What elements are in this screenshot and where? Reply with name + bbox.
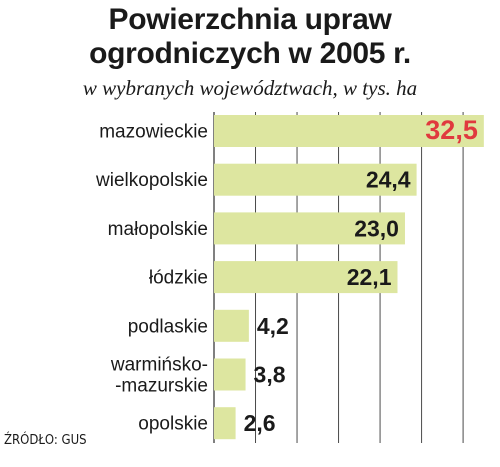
- bar-0: [214, 115, 484, 147]
- category-label: podlaskie: [128, 316, 208, 337]
- source-note: ŹRÓDŁO: GUS: [4, 433, 87, 448]
- value-label: 4,2: [257, 313, 289, 339]
- bar-2: [214, 212, 405, 245]
- bar-3: [214, 261, 398, 294]
- value-label: 2,6: [244, 410, 276, 436]
- value-label: 22,1: [347, 264, 392, 290]
- bar-4: [214, 309, 249, 342]
- category-label: łódzkie: [149, 268, 208, 289]
- bar-6: [214, 407, 236, 440]
- chart-title-line2: ogrodniczych w 2005 r.: [89, 37, 411, 70]
- bar-1: [214, 163, 417, 196]
- value-label: 3,8: [254, 362, 286, 388]
- category-label: warmińsko-: [110, 355, 208, 376]
- category-label: -mazurskie: [115, 376, 208, 397]
- value-label: 32,5: [425, 115, 478, 145]
- value-label: 24,4: [366, 167, 411, 193]
- bar-5: [214, 358, 246, 391]
- category-label: małopolskie: [108, 219, 208, 240]
- category-label: opolskie: [138, 414, 208, 435]
- category-label: wielkopolskie: [95, 170, 208, 191]
- chart-subtitle: w wybranych województwach, w tys. ha: [82, 76, 418, 100]
- value-label: 23,0: [354, 215, 399, 241]
- chart-title-line1: Powierzchnia upraw: [108, 3, 392, 36]
- category-label: mazowieckie: [99, 122, 208, 143]
